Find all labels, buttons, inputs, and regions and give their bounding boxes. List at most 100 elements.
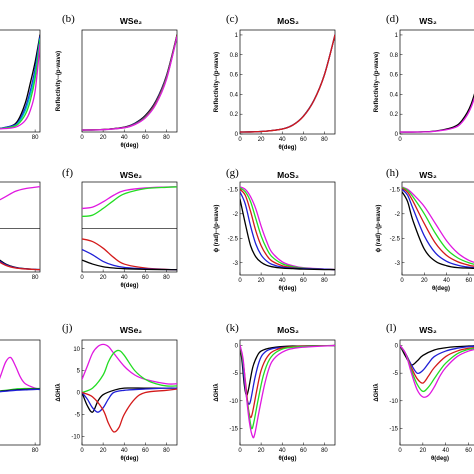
panel-label: (g) (226, 167, 239, 179)
x-tick-label: 20 (421, 278, 428, 284)
panel-title: WSe₂ (120, 16, 142, 26)
panel-title: WSe₂ (120, 170, 142, 180)
series-line-magenta (0, 43, 40, 130)
panel-g: (g) MoS₂ 0 20 40 60 80 -1.5 -2 -2.5 -3 θ(deg) ϕ (rad… (214, 167, 336, 292)
panel-label: (b) (62, 13, 75, 25)
x-tick-label: 80 (32, 135, 39, 141)
x-tick-label: 0 (238, 448, 242, 454)
panel-title: MoS₂ (277, 325, 299, 335)
x-tick-label: 80 (321, 278, 328, 284)
y-tick-label: -5 (393, 371, 399, 377)
x-tick-label: 20 (258, 137, 265, 143)
series-line-green (402, 186, 474, 265)
x-tick-label: 80 (163, 275, 170, 281)
series-line-black (82, 34, 177, 131)
y-tick-label: -5 (233, 371, 239, 377)
series-line-blue (82, 35, 177, 131)
panel-i: 80 (0, 339, 41, 454)
x-tick-label: 0 (398, 137, 402, 143)
x-tick-label: 60 (465, 448, 472, 454)
series-line-black (240, 198, 335, 271)
panel-d: (d) WS₂ 00 0.2 0.4 0.6 0.8 1 Reflectivity--(p-wa… (374, 13, 474, 143)
series-line-black (82, 259, 177, 271)
x-tick-label: 60 (300, 137, 307, 143)
y-axis-label: Reflectivity--(p-wave) (374, 52, 380, 112)
y-tick-label: -10 (229, 399, 238, 405)
y-tick-label: -2.5 (390, 236, 401, 242)
x-tick-label: 0 (80, 135, 84, 141)
panel-title: WS₂ (419, 170, 437, 180)
series-line-green (0, 40, 40, 130)
y-tick-label: 0.6 (390, 73, 399, 79)
x-tick-label: 20 (258, 278, 265, 284)
x-tick-label: 40 (121, 135, 128, 141)
x-tick-label: 60 (142, 275, 149, 281)
y-tick-label: 0.8 (390, 53, 399, 59)
x-tick-label: 40 (443, 278, 450, 284)
panel-j-frame (81, 339, 178, 446)
series-line-red (240, 34, 335, 133)
y-tick-label: -3 (233, 261, 239, 267)
panel-f: (f) WSe₂ 0 20 40 60 80 θ(deg) (62, 167, 178, 289)
panel-b-frame (81, 29, 178, 133)
panel-label: (l) (386, 322, 397, 334)
y-tick-label: 0 (77, 391, 81, 397)
panel-l: (l) WS₂ 0 20 40 60 0 -5 -10 -15 θ(deg) ΔGH/λ (374, 322, 474, 462)
panel-j: (j) WSe₂ 0 20 40 60 80 10 5 0 -5 -10 θ(deg) ΔGH/λ (56, 322, 178, 462)
x-tick-label: 40 (279, 137, 286, 143)
x-tick-label: 60 (142, 448, 149, 454)
series-line-magenta (0, 356, 40, 390)
series-line-green (400, 344, 474, 393)
panel-e-frame (0, 181, 41, 273)
series-line-red (240, 188, 335, 271)
x-axis-label: θ(deg) (431, 456, 449, 462)
panel-c: (c) MoS₂ 0 20 40 60 80 0 0.2 0.4 0.6 0.8 1 θ(deg) Refl… (214, 13, 336, 151)
panel-title: WS₂ (419, 325, 437, 335)
x-tick-label: 80 (321, 137, 328, 143)
panel-h: (h) WS₂ 0 20 40 60 -1.5 -2 -2.5 -3 θ(deg) ϕ (rad)--… (376, 167, 474, 292)
series-line-green (240, 344, 335, 430)
x-axis-label: θ(deg) (121, 456, 139, 462)
series-line-blue (82, 248, 177, 271)
y-tick-label: 5 (77, 369, 81, 375)
x-axis-label: θ(deg) (121, 143, 139, 149)
panel-i-frame (0, 339, 41, 446)
y-tick-label: 0 (235, 132, 239, 138)
series-line-green (82, 186, 177, 218)
y-axis-label: ΔGH/λ (214, 383, 220, 402)
y-axis-label: ΔGH/λ (56, 383, 62, 402)
x-tick-label: 80 (32, 448, 39, 454)
x-tick-label: 80 (163, 448, 170, 454)
series-line-blue (0, 36, 40, 130)
y-axis-label: ΔGH/λ (374, 383, 380, 402)
series-line-black (402, 191, 474, 270)
panel-l-frame (399, 339, 474, 446)
y-tick-label: 0.2 (390, 112, 399, 118)
y-tick-label: -15 (229, 426, 238, 432)
y-axis-label: ϕ (rad)--(p-wave) (214, 205, 220, 253)
panel-label: (h) (386, 167, 399, 179)
series-line-magenta (402, 186, 474, 264)
y-tick-label: 0.4 (230, 92, 239, 98)
y-tick-label: -5 (75, 412, 81, 418)
x-axis-label: θ(deg) (121, 283, 139, 289)
series-line-green (82, 349, 177, 394)
x-tick-label: 20 (100, 135, 107, 141)
panel-d-frame (399, 29, 474, 135)
panel-label: (k) (226, 322, 239, 334)
series-line-magenta (82, 186, 177, 210)
panel-title: WSe₂ (120, 325, 142, 335)
x-tick-label: 0 (80, 448, 84, 454)
series-line-blue (402, 188, 474, 269)
y-tick-label: 0.6 (230, 73, 239, 79)
x-tick-label: 80 (163, 135, 170, 141)
y-tick-label: 0.4 (390, 92, 399, 98)
series-line-black (400, 93, 474, 133)
x-axis-label: θ(deg) (432, 286, 450, 292)
panel-g-frame (239, 181, 336, 276)
x-axis-label: θ(deg) (279, 456, 297, 462)
x-tick-label: 20 (258, 448, 265, 454)
x-tick-label: 80 (32, 275, 39, 281)
x-tick-label: 0 (400, 278, 404, 284)
y-tick-label: -2 (395, 212, 401, 218)
